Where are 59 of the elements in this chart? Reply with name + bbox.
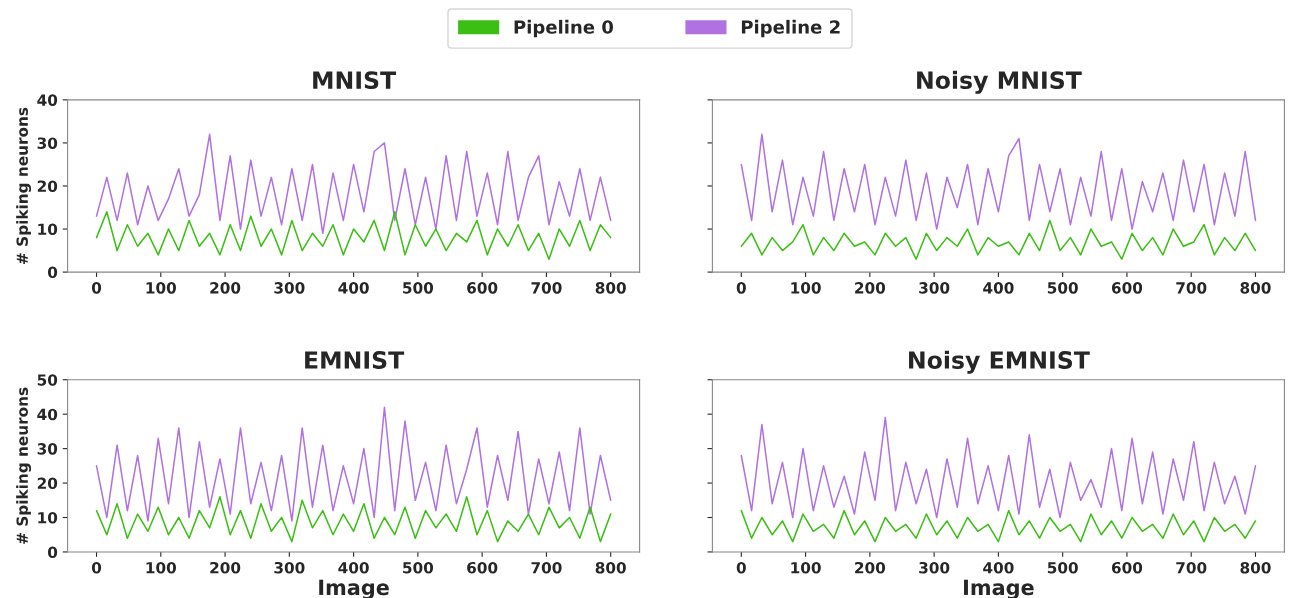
x-tick-label: 800 xyxy=(1240,282,1271,294)
x-tick-label: 400 xyxy=(338,282,369,294)
x-tick-label: 600 xyxy=(1111,282,1143,294)
y-tick-label: 20 xyxy=(37,477,58,490)
x-tick-label: 600 xyxy=(1111,561,1143,574)
x-tick-label: 0 xyxy=(91,561,102,574)
x-tick-label: 600 xyxy=(467,561,498,574)
y-tick-label: 30 xyxy=(37,443,58,455)
x-tick-label: 500 xyxy=(1047,282,1078,294)
y-axis-title: # Spiking neurons xyxy=(16,387,32,544)
x-tick-label: 200 xyxy=(855,282,886,294)
x-tick-label: 300 xyxy=(274,282,305,294)
x-tick-label: 0 xyxy=(736,561,746,574)
line-series xyxy=(95,406,612,522)
chart-title: EMNIST xyxy=(305,351,405,369)
x-tick-label: 400 xyxy=(983,282,1014,294)
y-tick-label: 50 xyxy=(37,374,58,386)
y-axis-title: # Spiking neurons xyxy=(16,107,32,264)
y-tick-label: 10 xyxy=(38,223,58,236)
x-tick-label: 0 xyxy=(91,282,102,294)
legend-label: Pipeline 0 xyxy=(514,19,614,38)
x-tick-label: 100 xyxy=(791,282,821,294)
x-tick-label: 200 xyxy=(210,282,241,294)
x-tick-label: 700 xyxy=(531,561,562,574)
y-tick-label: 0 xyxy=(47,546,58,558)
x-tick-label: 400 xyxy=(983,561,1014,574)
x-tick-label: 300 xyxy=(919,282,950,294)
x-tick-label: 700 xyxy=(1176,561,1207,574)
x-tick-label: 500 xyxy=(1047,561,1078,574)
x-tick-label: 800 xyxy=(595,561,626,574)
y-tick-label: 10 xyxy=(38,511,58,524)
x-tick-label: 300 xyxy=(919,561,950,574)
x-tick-label: 0 xyxy=(736,282,746,294)
x-tick-label: 500 xyxy=(403,282,434,294)
x-tick-label: 100 xyxy=(146,282,177,294)
chart-title: Noisy EMNIST xyxy=(909,350,1090,374)
line-series xyxy=(95,496,612,543)
x-tick-label: 800 xyxy=(595,282,626,294)
x-tick-label: 100 xyxy=(791,561,821,574)
x-tick-label: 700 xyxy=(531,282,562,294)
x-tick-label: 100 xyxy=(146,561,177,574)
x-tick-label: 300 xyxy=(274,561,305,574)
x-tick-label: 600 xyxy=(467,282,498,294)
legend-label: Pipeline 2 xyxy=(741,19,840,38)
y-tick-label: 40 xyxy=(37,408,58,421)
x-tick-label: 500 xyxy=(403,561,434,574)
x-tick-label: 700 xyxy=(1176,282,1207,294)
line-series xyxy=(95,133,612,235)
y-tick-label: 20 xyxy=(37,180,58,192)
y-tick-label: 30 xyxy=(37,137,58,149)
y-tick-label: 0 xyxy=(47,266,58,279)
x-tick-label: 400 xyxy=(338,561,369,574)
y-tick-label: 40 xyxy=(37,94,58,106)
line-series xyxy=(95,211,612,260)
chart-title: MNIST xyxy=(313,71,397,90)
x-tick-label: 200 xyxy=(855,561,886,574)
chart-title: Noisy MNIST xyxy=(917,70,1082,94)
x-tick-label: 200 xyxy=(210,561,241,574)
x-tick-label: 800 xyxy=(1240,561,1271,574)
